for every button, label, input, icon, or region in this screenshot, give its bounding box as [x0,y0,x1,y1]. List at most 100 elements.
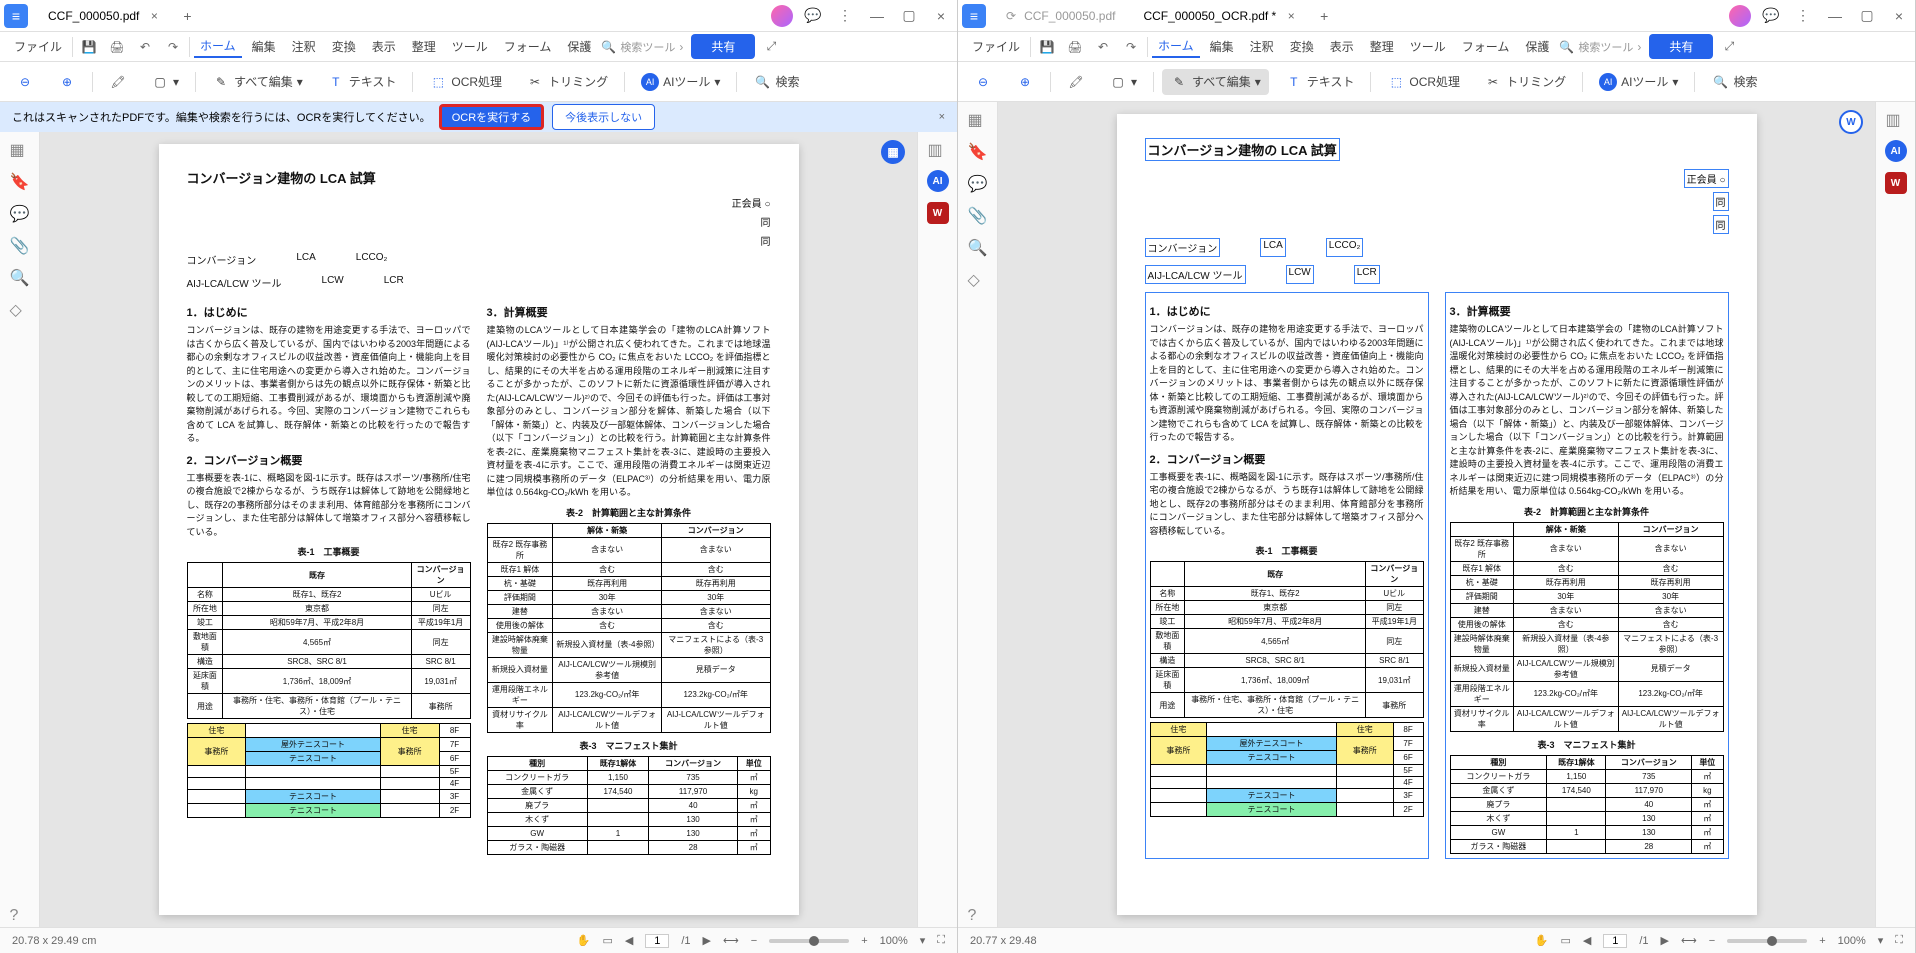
shape-button[interactable]: ▢▾ [143,69,187,95]
layers-icon[interactable]: ◇ [10,300,30,320]
print-icon[interactable]: 🖨 [1063,35,1087,59]
fit-width-icon[interactable]: ⟷ [723,934,739,947]
ai-badge[interactable]: AI [1885,140,1907,162]
menu-convert[interactable]: 変換 [326,36,362,57]
more-icon[interactable]: ⋮ [833,4,857,28]
next-page-icon[interactable]: ▶ [703,934,711,947]
close-icon[interactable]: × [147,9,161,23]
fit-width-icon[interactable]: ⟷ [1681,934,1697,947]
add-tab-button[interactable]: + [1314,6,1334,26]
maximize-icon[interactable]: ▢ [1855,4,1879,28]
bookmark-icon[interactable]: 🔖 [968,142,988,162]
menu-tools[interactable]: ツール [446,36,494,57]
thumbnails-icon[interactable]: ▦ [968,110,988,130]
notice-dismiss-button[interactable]: 今後表示しない [552,104,655,130]
highlighter-button[interactable]: 🖍 [101,69,135,95]
search-button[interactable]: 🔍検索 [745,69,807,95]
floating-word-badge[interactable]: W [1839,110,1863,134]
zoom-in-icon[interactable]: + [861,935,867,947]
attachment-icon[interactable]: 📎 [968,206,988,226]
document-viewport[interactable]: W コンバージョン建物の LCA 試算 正会員 ○ 同 同 コンバージョンLCA… [998,102,1875,927]
undo-icon[interactable]: ↶ [1091,35,1115,59]
doc-title[interactable]: コンバージョン建物の LCA 試算 [1145,138,1340,161]
shape-button[interactable]: ▢▾ [1101,69,1145,95]
fullscreen-icon[interactable]: ⛶ [937,934,945,947]
menu-home[interactable]: ホーム [194,35,242,58]
next-page-icon[interactable]: ▶ [1661,934,1669,947]
share-button[interactable]: 共有 [691,34,755,59]
select-tool-icon[interactable]: ▭ [602,934,612,947]
word-badge[interactable]: W [1885,172,1907,194]
ocr-run-button[interactable]: OCRを実行する [439,104,544,130]
menu-view[interactable]: 表示 [1324,36,1360,57]
save-icon[interactable]: 💾 [77,35,101,59]
menu-file[interactable]: ファイル [8,36,68,57]
menu-annotate[interactable]: 注釈 [286,36,322,57]
attachment-icon[interactable]: 📎 [10,236,30,256]
minimize-icon[interactable]: — [865,4,889,28]
ai-tool-button[interactable]: AIAIツール▾ [1591,69,1686,95]
search-panel-icon[interactable]: 🔍 [968,238,988,258]
panel-icon[interactable]: ▥ [928,140,948,160]
zoom-out-button[interactable]: ⊖ [966,69,1000,95]
word-badge[interactable]: W [927,202,949,224]
menu-file[interactable]: ファイル [966,36,1026,57]
add-tab-button[interactable]: + [177,6,197,26]
menu-form[interactable]: フォーム [498,36,558,57]
zoom-out-icon[interactable]: − [1709,935,1715,947]
print-icon[interactable]: 🖨 [105,35,129,59]
floating-badge[interactable]: ▦ [881,140,905,164]
notice-close-icon[interactable]: × [939,111,945,123]
maximize-icon[interactable]: ▢ [897,4,921,28]
ai-badge[interactable]: AI [927,170,949,192]
zoom-in-button[interactable]: ⊕ [1008,69,1042,95]
zoom-in-icon[interactable]: + [1819,935,1825,947]
comment-icon[interactable]: 💬 [968,174,988,194]
redo-icon[interactable]: ↷ [1119,35,1143,59]
help-icon[interactable]: ? [968,907,988,927]
search-button[interactable]: 🔍検索 [1703,69,1765,95]
menu-protect[interactable]: 保護 [1519,36,1555,57]
menu-edit[interactable]: 編集 [246,36,282,57]
hand-tool-icon[interactable]: ✋ [577,934,591,947]
share-button[interactable]: 共有 [1649,34,1713,59]
page-input[interactable] [645,934,669,948]
menu-convert[interactable]: 変換 [1284,36,1320,57]
expand-icon[interactable]: ⤢ [759,35,783,59]
help-icon[interactable]: ? [10,907,30,927]
tab[interactable]: CCF_000050_OCR.pdf * × [1131,2,1310,30]
bookmark-icon[interactable]: 🔖 [10,172,30,192]
menu-organize[interactable]: 整理 [406,36,442,57]
ai-tool-button[interactable]: AIAIツール▾ [633,69,728,95]
fullscreen-icon[interactable]: ⛶ [1895,934,1903,947]
more-icon[interactable]: ⋮ [1791,4,1815,28]
prev-page-icon[interactable]: ◀ [1583,934,1591,947]
redo-icon[interactable]: ↷ [161,35,185,59]
menu-tools[interactable]: ツール [1404,36,1452,57]
tab[interactable]: CCF_000050.pdf × [36,2,173,30]
undo-icon[interactable]: ↶ [133,35,157,59]
comment-icon[interactable]: 💬 [10,204,30,224]
avatar[interactable] [771,5,793,27]
page-input[interactable] [1603,934,1627,948]
menu-organize[interactable]: 整理 [1364,36,1400,57]
search-tool[interactable]: 検索ツール [1578,39,1633,55]
close-icon[interactable]: × [1284,9,1298,23]
tab[interactable]: ⟳ CCF_000050.pdf [994,2,1127,30]
avatar[interactable] [1729,5,1751,27]
menu-edit[interactable]: 編集 [1204,36,1240,57]
expand-icon[interactable]: ⤢ [1717,35,1741,59]
highlighter-button[interactable]: 🖍 [1059,69,1093,95]
thumbnails-icon[interactable]: ▦ [10,140,30,160]
search-tool[interactable]: 検索ツール [620,39,675,55]
ocr-button[interactable]: ⬚OCR処理 [421,69,510,95]
zoom-in-button[interactable]: ⊕ [50,69,84,95]
panel-icon[interactable]: ▥ [1886,110,1906,130]
prev-page-icon[interactable]: ◀ [625,934,633,947]
layers-icon[interactable]: ◇ [968,270,988,290]
select-tool-icon[interactable]: ▭ [1560,934,1570,947]
edit-all-button[interactable]: ✎すべて編集▾ [204,69,311,95]
text-button[interactable]: Tテキスト [1277,69,1363,95]
chat-icon[interactable]: 💬 [801,4,825,28]
trimming-button[interactable]: ✂トリミング [518,69,616,95]
